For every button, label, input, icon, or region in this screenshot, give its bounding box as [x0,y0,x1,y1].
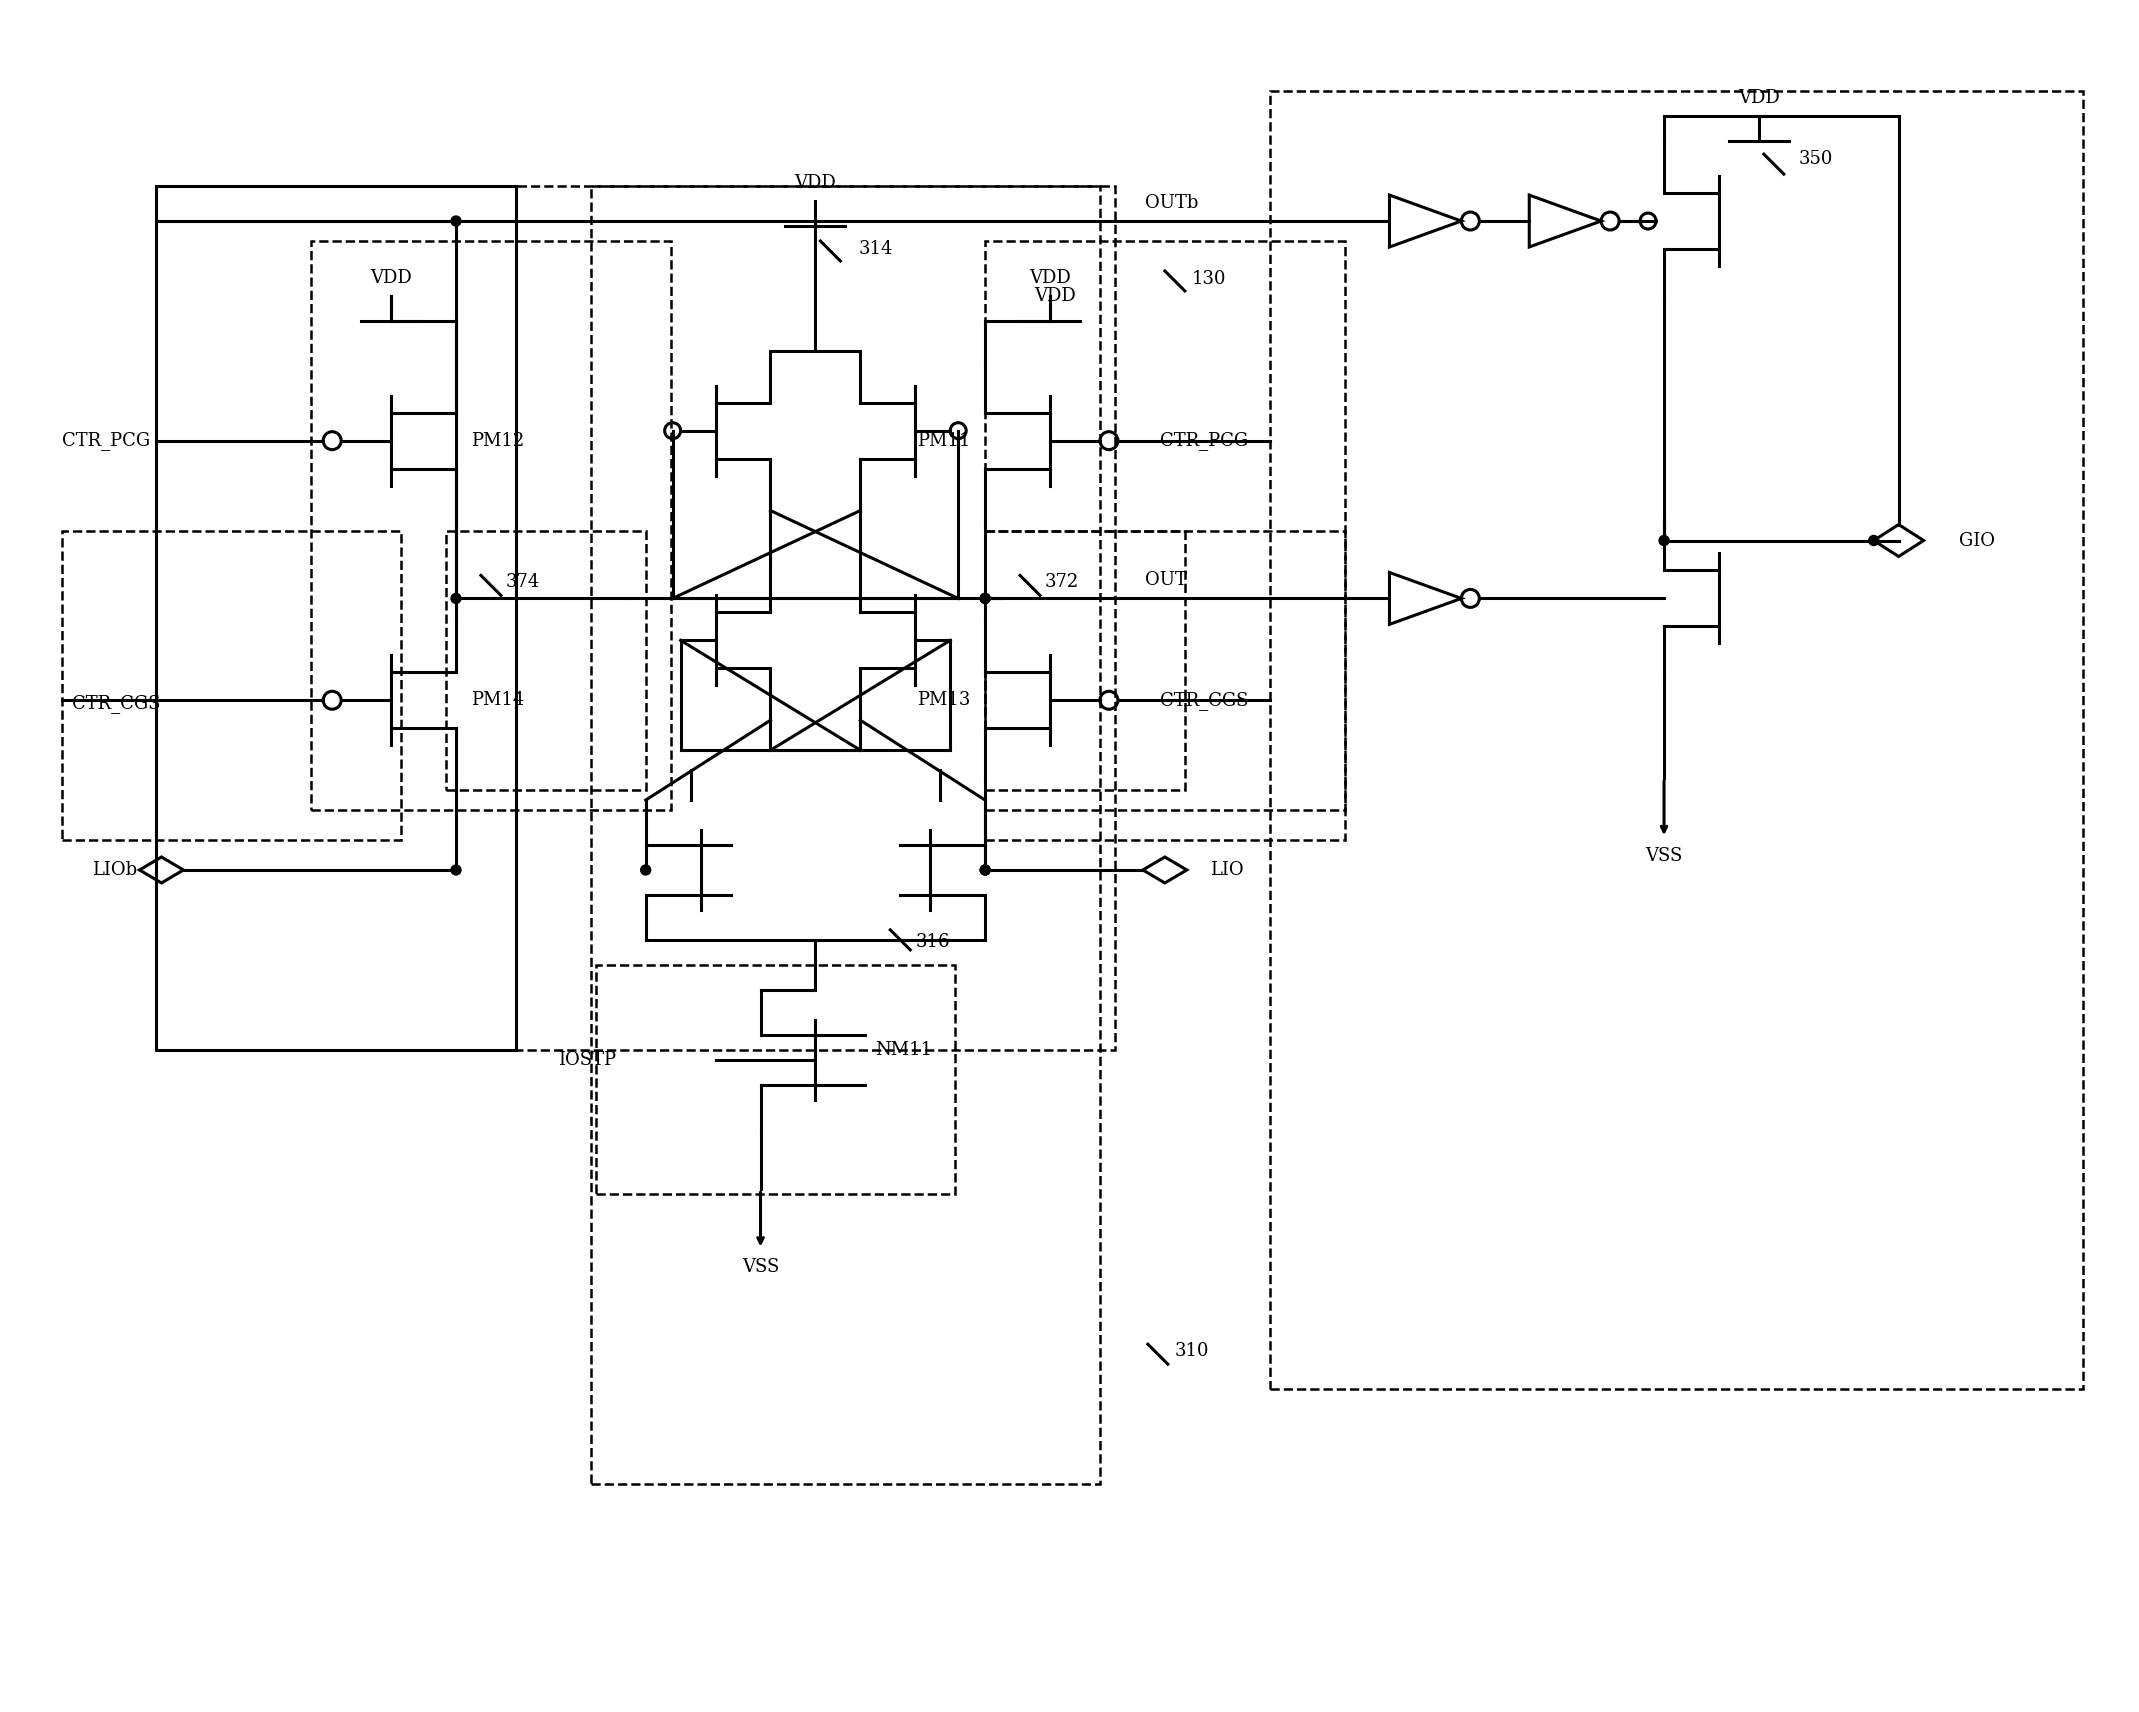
Text: 130: 130 [1191,270,1226,288]
Text: GIO: GIO [1959,531,1994,550]
Bar [597,966,956,1195]
Circle shape [642,865,650,875]
Text: PM12: PM12 [471,431,524,450]
Text: 350: 350 [1799,151,1833,168]
Text: VSS: VSS [1645,847,1683,865]
Circle shape [451,216,462,226]
Text: PM11: PM11 [918,431,971,450]
Bar [986,531,1185,791]
Bar [62,531,402,841]
Circle shape [980,865,990,875]
Bar [447,531,646,791]
Circle shape [1660,536,1668,546]
Bar [590,187,1099,1484]
Bar [1271,91,2083,1388]
Circle shape [451,594,462,603]
Text: 372: 372 [1046,574,1080,591]
Text: OUTb: OUTb [1144,193,1198,212]
Text: VSS: VSS [742,1258,779,1277]
Text: 316: 316 [915,933,950,950]
Bar [156,187,1114,1049]
Bar [312,241,672,810]
Text: CTR_CGS: CTR_CGS [71,693,160,712]
Text: PM13: PM13 [918,692,971,709]
Text: PM14: PM14 [471,692,524,709]
Text: VDD: VDD [1739,89,1780,108]
Text: NM11: NM11 [875,1041,933,1058]
Circle shape [451,865,462,875]
Text: CTR_PCG: CTR_PCG [62,431,150,450]
Bar [986,241,1345,810]
Text: OUT: OUT [1144,572,1187,589]
Circle shape [980,594,990,603]
Text: VDD: VDD [1029,269,1072,288]
Circle shape [980,594,990,603]
Bar [986,531,1345,841]
Text: VDD: VDD [1033,288,1076,305]
Text: 314: 314 [858,240,892,259]
Text: 310: 310 [1174,1342,1209,1361]
Text: LIOb: LIOb [92,861,137,878]
Circle shape [1869,536,1878,546]
Text: LIO: LIO [1211,861,1243,878]
Text: VDD: VDD [370,269,413,288]
Circle shape [980,865,990,875]
Text: 374: 374 [507,574,541,591]
Text: CTR_PCG: CTR_PCG [1159,431,1247,450]
Text: CTR_CGS: CTR_CGS [1159,690,1249,710]
Text: IOSTP: IOSTP [558,1051,616,1068]
Text: VDD: VDD [794,175,836,192]
Bar [156,187,515,1049]
